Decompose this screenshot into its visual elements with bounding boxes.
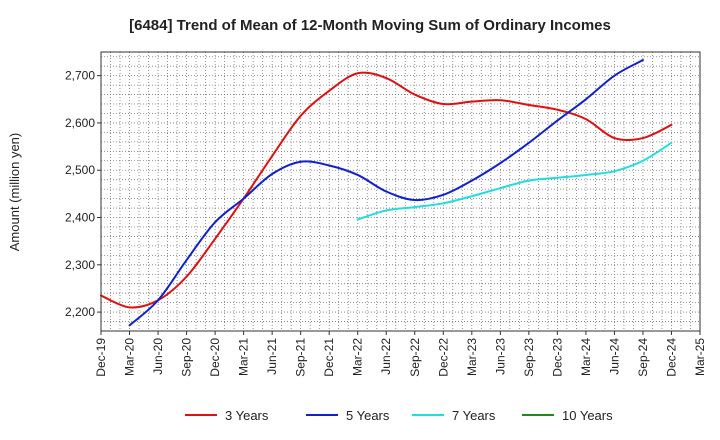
x-tick-label: Sep-24 <box>636 338 650 377</box>
legend-label-7-years: 7 Years <box>452 408 496 423</box>
x-tick-label: Sep-20 <box>180 338 194 377</box>
plot-border <box>100 51 701 332</box>
x-tick-label: Jun-24 <box>607 338 621 375</box>
legend: 3 Years 5 Years 7 Years 10 Years <box>185 408 613 423</box>
x-tick-label: Sep-23 <box>522 338 536 377</box>
x-tick-label: Dec-24 <box>664 338 678 377</box>
x-tick-label: Jun-21 <box>265 338 279 375</box>
y-tick-label: 2,300 <box>65 258 95 272</box>
x-tick-label: Dec-21 <box>322 338 336 377</box>
y-axis-label: Amount (million yen) <box>7 133 22 252</box>
chart-title: [6484] Trend of Mean of 12-Month Moving … <box>129 17 611 34</box>
series-layer <box>100 59 673 327</box>
x-tick-label: Dec-19 <box>94 338 108 377</box>
series-line-5-years <box>128 59 644 327</box>
x-tick-label: Sep-22 <box>408 338 422 377</box>
y-tick-label: 2,400 <box>65 211 95 225</box>
plot-area <box>101 52 700 331</box>
y-tick-label: 2,600 <box>65 116 95 130</box>
x-tick-label: Jun-23 <box>493 338 507 375</box>
x-tick-label: Jun-20 <box>151 338 165 375</box>
x-tick-label: Jun-22 <box>379 338 393 375</box>
series-line-3-years <box>100 71 673 309</box>
x-tick-label: Mar-20 <box>123 338 137 376</box>
axis-layer: 2,200 2,300 2,400 2,500 2,600 2,700 Dec-19 Mar-… <box>65 51 707 377</box>
x-tick-label: Mar-22 <box>351 338 365 376</box>
x-tick-label: Sep-21 <box>294 338 308 377</box>
grid-layer <box>100 52 701 332</box>
x-tick-label: Mar-24 <box>579 338 593 376</box>
x-tick-label: Mar-25 <box>693 338 707 376</box>
legend-label-3-years: 3 Years <box>225 408 269 423</box>
x-tick-label: Dec-23 <box>550 338 564 377</box>
y-tick-label: 2,500 <box>65 163 95 177</box>
x-tick-label: Dec-22 <box>436 338 450 377</box>
legend-label-10-years: 10 Years <box>562 408 613 423</box>
series-line-7-years <box>356 141 673 221</box>
y-tick-label: 2,200 <box>65 305 95 319</box>
y-tick-label: 2,700 <box>65 69 95 83</box>
x-tick-label: Dec-20 <box>208 338 222 377</box>
x-tick-label: Mar-23 <box>465 338 479 376</box>
x-tick-label: Mar-21 <box>237 338 251 376</box>
legend-label-5-years: 5 Years <box>346 408 390 423</box>
